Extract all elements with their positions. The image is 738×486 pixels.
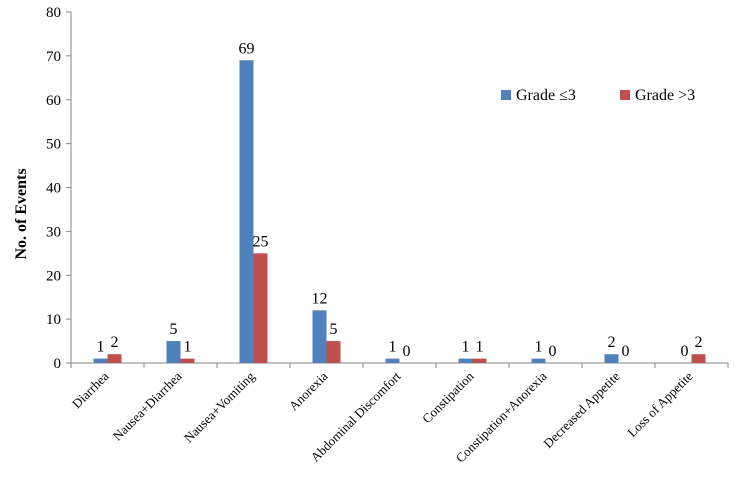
bar	[691, 354, 706, 363]
y-tick-label: 80	[46, 5, 61, 21]
y-tick-label: 10	[46, 312, 61, 328]
data-label: 1	[462, 339, 470, 356]
data-label: 0	[681, 343, 689, 360]
y-axis: 0 10 20 30 40 50 60 70 80	[46, 5, 72, 372]
bar	[93, 358, 108, 363]
y-tick-label: 70	[46, 49, 61, 65]
data-label: 1	[476, 339, 484, 356]
data-label: 0	[622, 343, 630, 360]
data-label: 1	[535, 339, 543, 356]
y-tick-label: 50	[46, 137, 61, 153]
bar	[239, 60, 254, 363]
y-axis-title: No. of Events	[13, 168, 30, 259]
data-label: 2	[695, 334, 703, 351]
data-label: 0	[403, 343, 411, 360]
bar	[180, 358, 195, 363]
legend-swatch	[620, 90, 630, 100]
data-label: 0	[549, 343, 557, 360]
y-tick-label: 20	[46, 268, 61, 284]
y-tick-label: 40	[46, 181, 61, 197]
y-tick-label: 30	[46, 224, 61, 240]
bar	[604, 354, 619, 363]
legend-label: Grade ≤3	[516, 87, 576, 104]
y-tick-label: 60	[46, 93, 61, 109]
bars	[93, 60, 706, 363]
x-tick-label: Anorexia	[286, 368, 331, 413]
bar	[458, 358, 473, 363]
legend: Grade ≤3 Grade >3	[501, 87, 695, 104]
x-tick-label: Diarrhea	[69, 368, 112, 411]
bar	[253, 253, 268, 363]
data-label: 5	[170, 321, 178, 338]
x-tick-label: Loss of Appetite	[624, 368, 696, 440]
bar	[107, 354, 122, 363]
data-label: 69	[239, 40, 255, 57]
data-label: 2	[111, 334, 119, 351]
x-tick-label: Nausea+Diarrhea	[110, 368, 185, 443]
y-tick-label: 0	[54, 356, 62, 372]
bar	[385, 358, 400, 363]
x-tick-label: Nausea+Vomiting	[181, 368, 258, 445]
data-label: 12	[312, 290, 328, 307]
data-label: 2	[608, 334, 616, 351]
bar	[472, 358, 487, 363]
data-label: 5	[330, 321, 338, 338]
data-label: 1	[389, 339, 397, 356]
data-label: 1	[97, 339, 105, 356]
data-label: 25	[253, 233, 269, 250]
bar	[531, 358, 546, 363]
bar	[166, 341, 181, 363]
data-label: 1	[184, 339, 192, 356]
legend-swatch	[501, 90, 511, 100]
legend-label: Grade >3	[635, 87, 695, 104]
bar	[326, 341, 341, 363]
x-tick-label: Constipation	[419, 368, 477, 426]
bar	[312, 310, 327, 363]
x-tick-label: Decreased Appetite	[540, 368, 622, 450]
